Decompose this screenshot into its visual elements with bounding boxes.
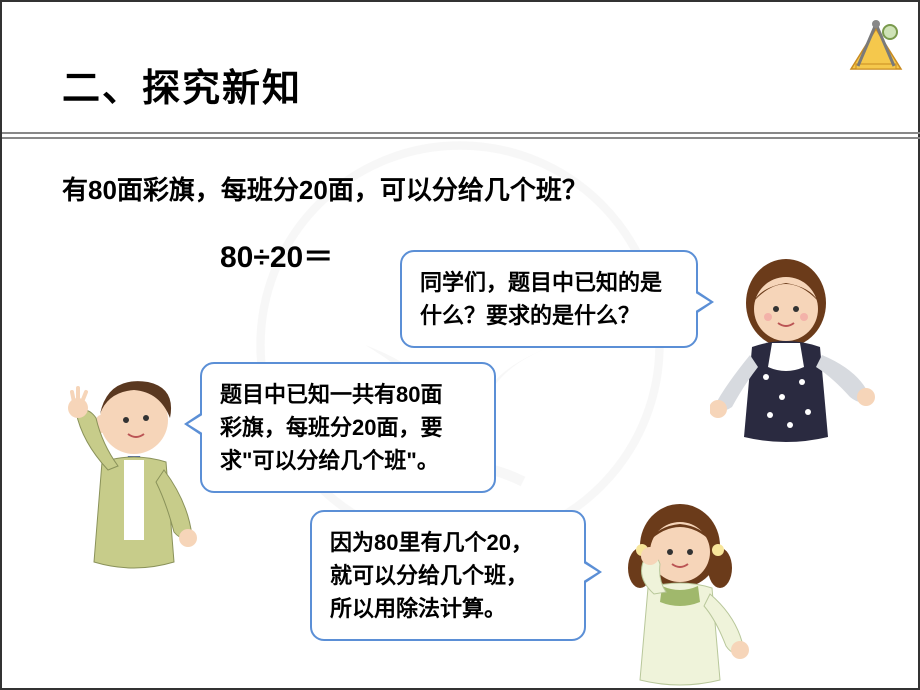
speech-bubble-teacher: 同学们，题目中已知的是 什么？要求的是什么？: [400, 250, 698, 348]
slide-container: 二、探究新知 有80面彩旗，每班分20面，可以分给几个班？ 80÷20＝ 同学们…: [0, 0, 920, 690]
bubble-line: 求"可以分给几个班"。: [220, 448, 439, 473]
equation-text: 80÷20＝: [220, 232, 333, 276]
divider-line: [2, 137, 920, 139]
bubble-line: 同学们，题目中已知的是: [420, 270, 662, 295]
section-title: 二、探究新知: [62, 57, 302, 112]
bubble-line: 就可以分给几个班，: [330, 563, 528, 588]
boy-illustration: [48, 362, 208, 582]
speech-bubble-boy: 题目中已知一共有80面 彩旗，每班分20面，要 求"可以分给几个班"。: [200, 362, 496, 493]
bubble-line: 所以用除法计算。: [330, 596, 506, 621]
divider-line: [2, 132, 920, 134]
bubble-line: 因为80里有几个20，: [330, 530, 533, 555]
bubble-line: 彩旗，每班分20面，要: [220, 415, 442, 440]
girl-illustration: [598, 490, 768, 690]
speech-bubble-girl: 因为80里有几个20， 就可以分给几个班， 所以用除法计算。: [310, 510, 586, 641]
teacher-illustration: [710, 247, 890, 457]
bubble-line: 什么？要求的是什么？: [420, 303, 640, 328]
problem-text: 有80面彩旗，每班分20面，可以分给几个班？: [62, 170, 588, 207]
bubble-line: 题目中已知一共有80面: [220, 382, 442, 407]
math-tools-icon: [846, 14, 906, 74]
